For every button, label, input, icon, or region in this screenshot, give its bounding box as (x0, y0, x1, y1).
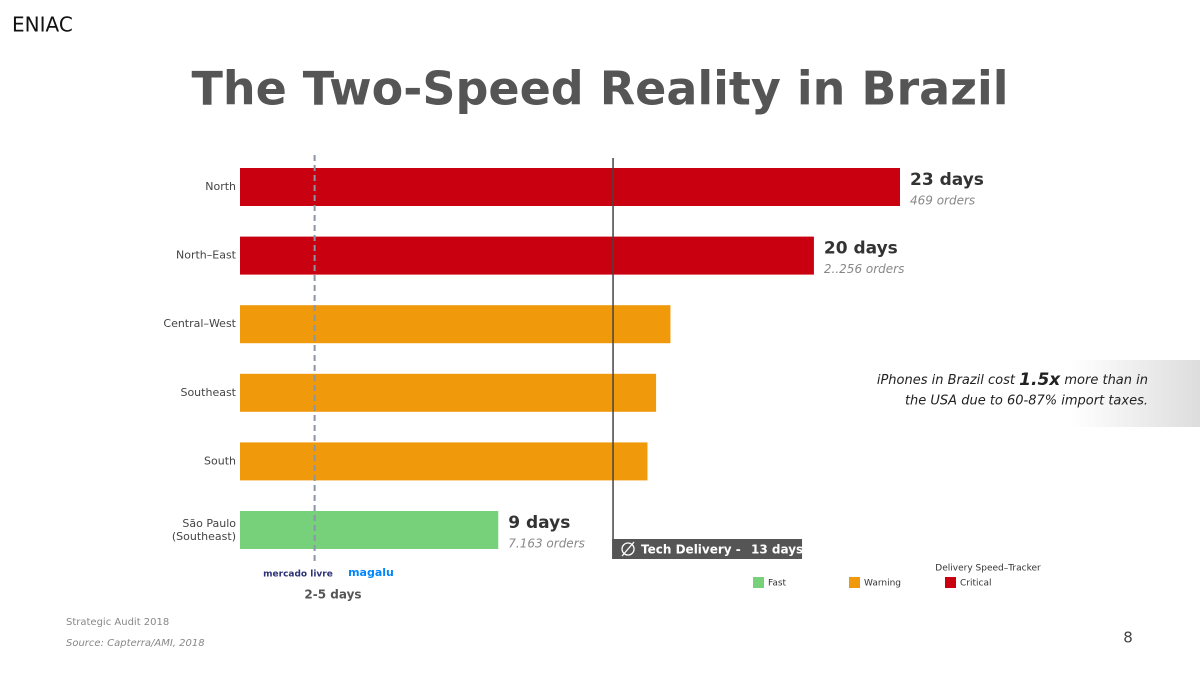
value-label: 20 days (824, 239, 898, 259)
logo: magalu (348, 566, 394, 579)
legend-label: Fast (768, 579, 787, 589)
order-label: 469 orders (910, 194, 975, 208)
chart-title: The Two-Speed Reality in Brazil (191, 62, 1008, 116)
note-text: iPhones in Brazil cost (877, 373, 1019, 388)
brand: ENIAC (12, 13, 73, 37)
y-tick-label: North–East (176, 249, 237, 262)
bar (240, 511, 499, 549)
bar (240, 305, 671, 344)
order-label: 7.163 orders (508, 537, 585, 551)
y-tick-label: North (205, 180, 236, 193)
reference-label-box (612, 539, 803, 559)
page-number: 8 (1123, 629, 1133, 647)
note-text: the USA due to 60-87% import taxes. (905, 394, 1148, 409)
y-tick-label-line: (Southeast) (172, 530, 236, 543)
empty-set-icon (621, 541, 635, 557)
bar (240, 236, 814, 275)
legend-swatch (753, 577, 764, 588)
legend-swatch (849, 577, 860, 588)
marketplace-label: 2-5 days (304, 588, 361, 602)
bar (240, 442, 648, 481)
reference-label: Tech Delivery - (641, 543, 741, 557)
bar (240, 373, 657, 412)
y-tick-label: São Paulo (Southeast) (172, 517, 236, 543)
reference-value: 13 days (751, 543, 803, 557)
bar (240, 168, 900, 206)
y-tick-label: South (204, 454, 236, 467)
logo: mercado livre (263, 570, 333, 580)
y-tick-label: Central–West (163, 317, 236, 330)
y-tick-label: Southeast (180, 386, 236, 399)
legend-label: Warning (864, 579, 901, 589)
note-emphasis: 1.5x (1019, 370, 1061, 390)
value-label: 9 days (508, 513, 570, 533)
footer-label: Strategic Audit 2018 (66, 617, 169, 628)
value-label: 23 days (910, 170, 984, 190)
footer-source: Source: Capterra/AMI, 2018 (66, 638, 205, 649)
note-text: more than in (1060, 373, 1148, 388)
empty-set-icon (621, 542, 635, 556)
legend-swatch (945, 577, 956, 588)
order-label: 2..256 orders (824, 262, 904, 276)
note-backdrop (1072, 360, 1200, 427)
y-tick-label-line: São Paulo (182, 517, 236, 530)
legend-title: Delivery Speed–Tracker (935, 564, 1041, 574)
note: iPhones in Brazil cost 1.5x more than in (877, 370, 1148, 390)
legend-label: Critical (960, 579, 991, 589)
